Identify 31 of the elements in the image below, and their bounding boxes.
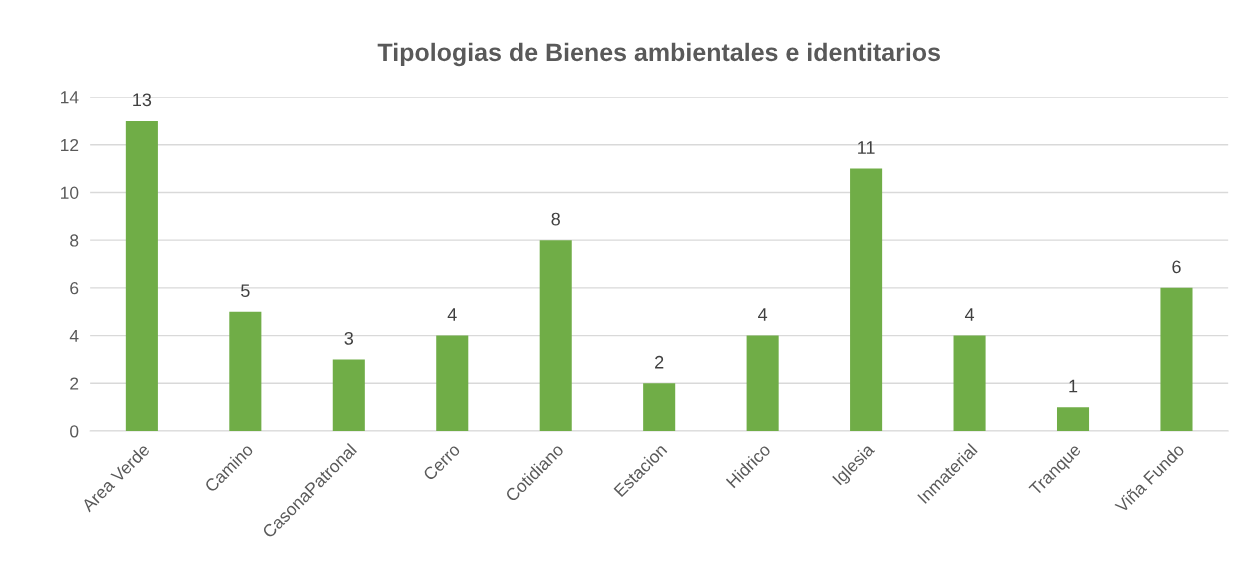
bar (1160, 287, 1193, 431)
data-label: 2 (655, 355, 664, 369)
bar (850, 168, 883, 431)
y-tick-label: 8 (70, 234, 79, 247)
y-tick-label: 0 (70, 425, 79, 438)
y-tick-label: 12 (61, 138, 79, 152)
bar (953, 335, 986, 431)
data-label: 1 (1069, 379, 1078, 393)
bar (643, 383, 676, 431)
bar (539, 240, 572, 431)
y-tick-label: 10 (61, 186, 79, 199)
bar (436, 335, 469, 431)
bar (746, 335, 779, 431)
data-label: 8 (551, 212, 560, 226)
data-label: 4 (758, 308, 768, 321)
bar (125, 120, 158, 431)
chart-title: Tipologias de Bienes ambientales e identitarios (377, 42, 940, 67)
y-tick-label: 2 (70, 377, 79, 390)
data-label: 5 (241, 284, 250, 298)
y-tick-label: 14 (61, 91, 79, 104)
data-label: 3 (344, 331, 354, 345)
y-tick-label: 6 (70, 282, 79, 295)
data-label: 6 (1172, 260, 1181, 274)
data-label: 11 (858, 141, 875, 154)
bar (229, 311, 262, 431)
bar (1056, 407, 1090, 431)
data-label: 13 (133, 93, 152, 107)
data-label: 4 (447, 308, 457, 321)
y-tick-label: 4 (69, 329, 79, 342)
bar (332, 359, 365, 431)
data-label: 4 (964, 308, 975, 321)
